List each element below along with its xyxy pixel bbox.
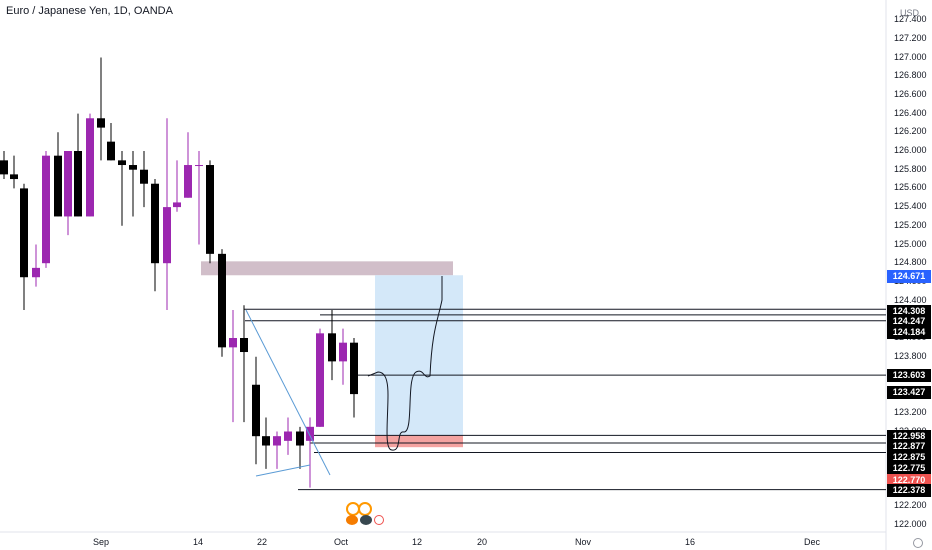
price-tick-label: 127.000 [894,51,927,62]
price-tick-label: 122.200 [894,500,927,511]
candle-body [64,151,72,217]
price-tick-label: 127.400 [894,14,927,25]
candle-body [163,207,171,264]
time-tick-label: 12 [412,537,423,547]
candle-body [252,384,260,437]
candle-body [339,342,347,362]
candle-body [54,155,62,217]
candle-body [273,436,281,446]
candle-body [195,165,203,167]
price-tag: 124.671 [887,270,931,283]
price-tag: 124.308 [887,305,931,318]
price-tick-label: 125.800 [894,163,927,174]
price-tag: 122.958 [887,430,931,443]
candle-body [140,169,148,184]
time-tick-label: 22 [257,537,268,547]
candle-body [229,338,237,348]
time-tick-label: Sep [93,537,110,547]
candle-body [20,188,28,278]
candle-body [42,155,50,264]
candle-body [262,436,270,446]
price-tick-label: 122.000 [894,519,927,529]
price-tick-label: 125.600 [894,182,927,193]
candle-body [74,151,82,217]
price-tick-label: 126.600 [894,88,927,99]
candle-body [240,338,248,353]
candle-body [316,333,324,427]
candle-body [184,165,192,198]
candle-body [306,426,314,441]
candle-body [32,267,40,278]
time-tick-label: Dec [804,537,821,547]
price-tick-label: 125.200 [894,219,927,230]
price-tag: 122.775 [887,462,931,475]
long-position-profit-zone [375,275,463,436]
projection-path [367,276,443,451]
price-tick-label: 123.200 [894,406,927,417]
candle-body [151,183,159,264]
long-position-stop-zone [375,435,463,448]
price-tag: 124.247 [887,315,931,328]
currency-label[interactable]: USD [900,8,920,18]
trendline [255,464,311,477]
time-tick-label: Nov [575,537,592,547]
price-tick-label: 127.200 [894,32,927,43]
price-tick-label: 125.000 [894,238,927,249]
time-tick-label: 16 [685,537,696,547]
candle-body [107,141,115,161]
time-tick-label: 14 [193,537,204,547]
settings-icon[interactable] [913,538,923,548]
earnings-icon[interactable] [358,502,372,516]
trendline [245,309,331,476]
time-tick-label: 20 [477,537,488,547]
news-icon[interactable] [360,515,372,525]
candle-body [0,160,8,175]
symbol-title: Euro / Japanese Yen, 1D, OANDA [6,5,173,17]
price-tag: 122.877 [887,440,931,453]
supply-zone [201,261,453,276]
price-tick-label: 126.000 [894,145,927,155]
price-tick-label: 126.800 [894,70,927,81]
price-tick-label: 123.800 [894,350,927,361]
candle-body [173,202,181,208]
candle-body [296,431,304,446]
price-tag: 122.875 [887,451,931,464]
event-icons[interactable] [344,502,420,528]
candle-body [10,174,18,180]
price-tag: 123.603 [887,369,931,382]
candle-body [284,431,292,441]
price-tag: 124.184 [887,326,931,339]
candle-body [129,165,137,170]
candle-body [86,118,94,217]
price-tick-label: 125.400 [894,201,927,212]
event-flag-icon[interactable] [346,515,358,525]
candle-body [328,333,336,362]
split-icon[interactable] [374,515,384,525]
candle-body [97,118,105,128]
candle-body [350,342,358,395]
price-tick-label: 124.800 [894,257,927,268]
price-tag: 123.427 [887,386,931,399]
candle-body [118,160,126,166]
price-tick-label: 126.200 [894,126,927,137]
price-tag: 122.378 [887,484,931,497]
candle-body [218,253,226,348]
candle-body [206,165,214,254]
price-tick-label: 126.400 [894,107,927,118]
price-tick-label: 124.400 [894,294,927,305]
price-tag: 122.770 [887,474,931,487]
time-tick-label: Oct [334,537,349,547]
